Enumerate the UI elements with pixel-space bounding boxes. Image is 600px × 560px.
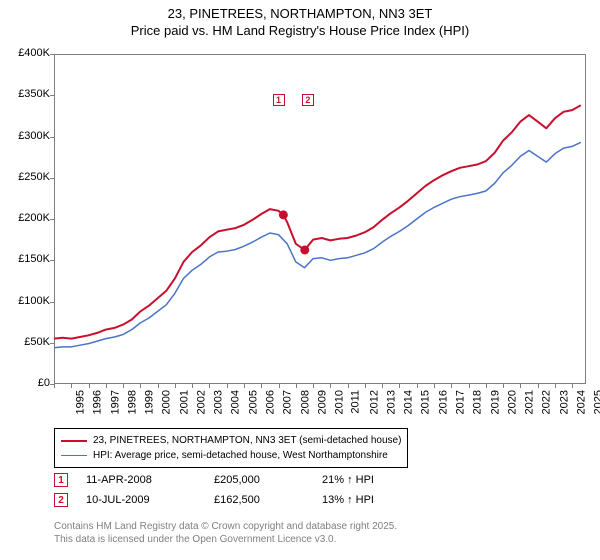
- x-tick-label: 2012: [368, 390, 380, 414]
- y-tick-label: £150K: [0, 253, 50, 265]
- x-tick-label: 2024: [575, 390, 587, 414]
- marker-legend-pct: 21% ↑ HPI: [322, 474, 374, 486]
- y-tick-label: £350K: [0, 88, 50, 100]
- x-tick-label: 2025: [593, 390, 600, 414]
- chart-container: 23, PINETREES, NORTHAMPTON, NN3 3ET Pric…: [0, 0, 600, 560]
- chart-title: 23, PINETREES, NORTHAMPTON, NN3 3ET Pric…: [0, 0, 600, 40]
- attribution-line-2: This data is licensed under the Open Gov…: [54, 533, 397, 546]
- x-tick-label: 2011: [350, 390, 362, 414]
- x-tick-label: 2019: [489, 390, 501, 414]
- attribution: Contains HM Land Registry data © Crown c…: [54, 520, 397, 546]
- legend-label: 23, PINETREES, NORTHAMPTON, NN3 3ET (sem…: [93, 433, 401, 448]
- chart-marker-2: 2: [302, 94, 314, 106]
- x-tick-label: 2018: [472, 390, 484, 414]
- marker-legend-row: 1 11-APR-2008 £205,000 21% ↑ HPI: [54, 470, 374, 490]
- x-tick-label: 2017: [454, 390, 466, 414]
- marker-legend-date: 10-JUL-2009: [86, 494, 196, 506]
- x-tick-label: 2001: [178, 390, 190, 414]
- series-line: [54, 142, 581, 347]
- x-tick-label: 1998: [126, 390, 138, 414]
- x-tick-label: 2020: [506, 390, 518, 414]
- x-tick-label: 2000: [161, 390, 173, 414]
- x-tick-label: 2023: [558, 390, 570, 414]
- x-tick-label: 2021: [524, 390, 536, 414]
- marker-legend-date: 11-APR-2008: [86, 474, 196, 486]
- x-tick-label: 2010: [334, 390, 346, 414]
- x-tick-label: 1999: [144, 390, 156, 414]
- series-line: [54, 105, 581, 338]
- marker-legend-row: 2 10-JUL-2009 £162,500 13% ↑ HPI: [54, 490, 374, 510]
- marker-legend-box: 1: [54, 473, 68, 487]
- point-marker: [300, 245, 309, 254]
- x-tick-label: 1997: [109, 390, 121, 414]
- marker-legend-price: £162,500: [214, 494, 304, 506]
- x-tick-label: 2013: [385, 390, 397, 414]
- x-tick-label: 2008: [299, 390, 311, 414]
- x-tick-label: 2007: [282, 390, 294, 414]
- x-tick-label: 2005: [247, 390, 259, 414]
- attribution-line-1: Contains HM Land Registry data © Crown c…: [54, 520, 397, 533]
- x-tick-label: 1995: [74, 390, 86, 414]
- y-tick-label: £400K: [0, 47, 50, 59]
- y-tick-label: £200K: [0, 212, 50, 224]
- x-tick-label: 2002: [195, 390, 207, 414]
- legend-swatch: [61, 455, 87, 456]
- y-tick-label: £50K: [0, 336, 50, 348]
- marker-legend-box: 2: [54, 493, 68, 507]
- title-line-1: 23, PINETREES, NORTHAMPTON, NN3 3ET: [0, 6, 600, 23]
- x-tick-label: 2014: [403, 390, 415, 414]
- x-tick-label: 2022: [541, 390, 553, 414]
- x-tick-label: 2003: [213, 390, 225, 414]
- x-tick-label: 2009: [316, 390, 328, 414]
- x-tick-label: 2016: [437, 390, 449, 414]
- y-tick-label: £300K: [0, 130, 50, 142]
- chart-area: £0 £50K £100K £150K £200K £250K £300K £350K £400…: [0, 46, 600, 422]
- y-tick-label: £250K: [0, 171, 50, 183]
- marker-legend-pct: 13% ↑ HPI: [322, 494, 374, 506]
- chart-marker-1: 1: [273, 94, 285, 106]
- point-marker: [279, 210, 288, 219]
- plot-svg: [0, 46, 588, 386]
- marker-legend: 1 11-APR-2008 £205,000 21% ↑ HPI 2 10-JUL-200…: [54, 470, 374, 510]
- marker-legend-price: £205,000: [214, 474, 304, 486]
- x-tick-label: 2015: [420, 390, 432, 414]
- legend-item: 23, PINETREES, NORTHAMPTON, NN3 3ET (sem…: [61, 433, 401, 448]
- legend-item: HPI: Average price, semi-detached house,…: [61, 448, 401, 463]
- x-tick-label: 1996: [92, 390, 104, 414]
- y-tick-label: £100K: [0, 295, 50, 307]
- x-tick-label: 2006: [264, 390, 276, 414]
- legend-label: HPI: Average price, semi-detached house,…: [93, 448, 388, 463]
- title-line-2: Price paid vs. HM Land Registry's House …: [0, 23, 600, 40]
- legend-swatch: [61, 440, 87, 442]
- y-tick-label: £0: [0, 377, 50, 389]
- legend-box: 23, PINETREES, NORTHAMPTON, NN3 3ET (sem…: [54, 428, 408, 468]
- x-tick-label: 2004: [230, 390, 242, 414]
